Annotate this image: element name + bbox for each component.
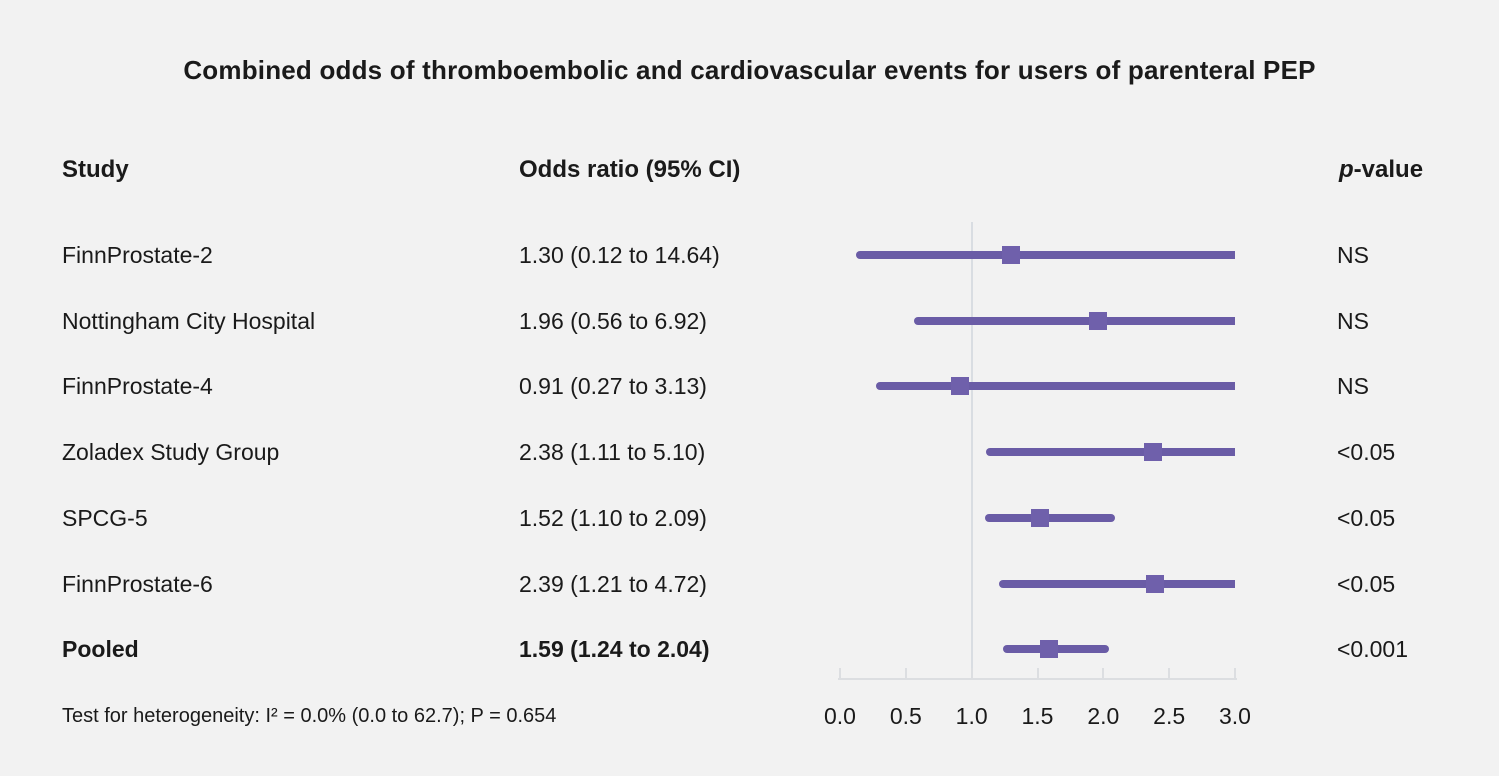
- study-name: Pooled: [62, 636, 139, 663]
- x-axis-tick-label: 2.0: [1087, 703, 1120, 729]
- x-axis-tick-label: 0.0: [824, 703, 856, 729]
- or-marker: [1031, 508, 1050, 527]
- or-marker: [1089, 311, 1108, 330]
- ci-line: [875, 382, 1235, 391]
- x-axis-tick-label: 1.0: [955, 703, 988, 729]
- study-name: SPCG-5: [62, 504, 148, 531]
- study-name: Zoladex Study Group: [62, 439, 280, 466]
- forest-row: Zoladex Study Group 2.38 (1.11 to 5.10) <0…: [0, 434, 1499, 470]
- odds-ratio-text: 1.59 (1.24 to 2.04): [519, 636, 710, 663]
- x-axis-tick: [904, 668, 907, 678]
- x-axis-tick-label: 0.5: [889, 703, 922, 729]
- p-value-text: <0.001: [1337, 636, 1408, 663]
- study-name: FinnProstate-2: [62, 242, 213, 268]
- x-axis-tick: [1102, 668, 1105, 678]
- p-value-text: NS: [1337, 373, 1369, 400]
- forest-row: FinnProstate-2 1.30 (0.12 to 14.64) NS: [0, 237, 1499, 273]
- study-name: FinnProstate-6: [62, 570, 213, 597]
- or-marker: [1145, 574, 1164, 593]
- heterogeneity-note: Test for heterogeneity: I² = 0.0% (0.0 t…: [62, 705, 557, 727]
- ci-line: [984, 513, 1116, 522]
- x-axis-tick: [970, 668, 973, 678]
- odds-ratio-text: 1.52 (1.10 to 2.09): [519, 504, 707, 531]
- odds-ratio-text: 0.91 (0.27 to 3.13): [519, 373, 707, 400]
- x-axis-tick-label: 1.5: [1021, 703, 1054, 729]
- odds-ratio-text: 2.39 (1.21 to 4.72): [519, 570, 707, 597]
- forest-row: FinnProstate-4 0.91 (0.27 to 3.13) NS: [0, 368, 1499, 404]
- ci-line: [999, 579, 1235, 588]
- p-value-text: <0.05: [1337, 439, 1396, 466]
- or-marker: [950, 377, 969, 396]
- study-name: Nottingham City Hospital: [62, 307, 316, 334]
- column-header-study: Study: [62, 156, 129, 183]
- x-axis-tick: [1234, 668, 1236, 678]
- odds-ratio-text: 2.38 (1.11 to 5.10): [519, 439, 706, 466]
- forest-row: Pooled 1.59 (1.24 to 2.04) <0.001: [0, 631, 1499, 667]
- ci-line: [913, 316, 1235, 325]
- x-axis-tick-label: 3.0: [1219, 703, 1251, 729]
- column-header-odds-ratio: Odds ratio (95% CI): [519, 156, 741, 183]
- forest-row: FinnProstate-6 2.39 (1.21 to 4.72) <0.05: [0, 566, 1499, 602]
- p-value-text: NS: [1337, 307, 1369, 334]
- p-value-text: NS: [1337, 242, 1369, 268]
- pvalue-header-p: p: [1339, 156, 1354, 183]
- ci-line: [986, 448, 1235, 457]
- x-axis-tick: [839, 668, 841, 678]
- reference-line: [970, 222, 973, 680]
- odds-ratio-text: 1.96 (0.56 to 6.92): [519, 307, 707, 334]
- ci-line: [855, 251, 1235, 259]
- x-axis-tick: [1168, 668, 1171, 678]
- or-marker: [1040, 640, 1059, 659]
- p-value-text: <0.05: [1337, 504, 1396, 531]
- or-marker: [1002, 246, 1021, 264]
- column-header-pvalue: p-value: [1339, 155, 1423, 185]
- x-axis-tick-label: 2.5: [1153, 703, 1186, 729]
- pvalue-header-rest: -value: [1353, 156, 1424, 183]
- or-marker: [1144, 443, 1163, 462]
- odds-ratio-text: 1.30 (0.12 to 14.64): [519, 242, 720, 268]
- study-name: FinnProstate-4: [62, 373, 213, 400]
- x-axis-line: [838, 678, 1237, 680]
- p-value-text: <0.05: [1337, 570, 1396, 597]
- forest-row: Nottingham City Hospital 1.96 (0.56 to 6.…: [0, 303, 1499, 339]
- x-axis-tick: [1036, 668, 1039, 678]
- forest-row: SPCG-5 1.52 (1.10 to 2.09) <0.05: [0, 500, 1499, 536]
- figure-title: Combined odds of thromboembolic and card…: [183, 55, 1316, 85]
